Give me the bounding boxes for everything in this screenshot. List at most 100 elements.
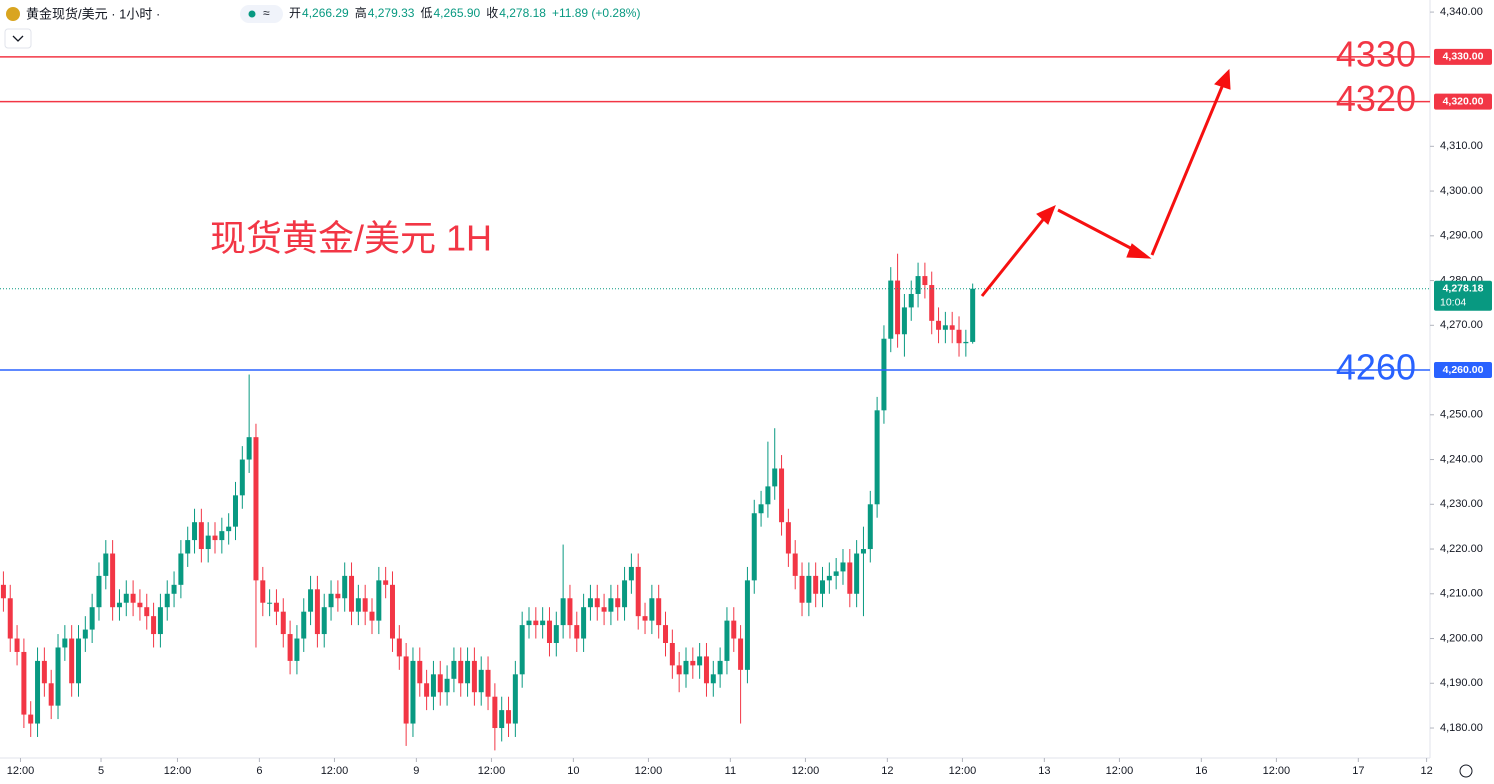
candle-body — [833, 571, 839, 576]
candle-body — [540, 620, 546, 626]
candle-body — [492, 696, 498, 729]
candle-body — [389, 584, 395, 639]
candle-body — [608, 598, 614, 612]
settings-icon[interactable] — [1459, 764, 1473, 778]
candle-body — [628, 566, 634, 581]
level-label: 4260 — [1336, 347, 1416, 388]
candle-body — [847, 562, 853, 594]
candle-body — [349, 575, 355, 612]
x-tick-label: 12:00 — [635, 765, 663, 777]
candle-body — [956, 329, 962, 344]
candle-body — [567, 598, 573, 626]
candle-body — [560, 598, 566, 626]
candle-body — [7, 598, 13, 639]
candle-body — [253, 437, 259, 581]
candle-body — [854, 553, 860, 594]
candle-body — [239, 459, 245, 496]
field-label: 收 — [486, 6, 498, 20]
x-tick-label: 17 — [1352, 765, 1364, 777]
candle-body — [28, 714, 34, 724]
field-label: 开 — [289, 6, 301, 20]
candle-body — [232, 495, 238, 527]
candle-body — [116, 602, 122, 608]
x-tick-label: 12:00 — [7, 765, 35, 777]
y-tick-label: 4,220.00 — [1440, 543, 1483, 555]
candle-body — [69, 638, 75, 684]
symbol-icon — [6, 7, 20, 21]
level-label: 4330 — [1336, 33, 1416, 74]
x-tick-label: 12:00 — [478, 765, 506, 777]
candle-body — [615, 598, 621, 608]
candle-body — [301, 611, 307, 639]
status-dot — [248, 10, 256, 18]
y-tick-label: 4,310.00 — [1440, 140, 1483, 152]
level-tag — [1434, 93, 1492, 110]
candle-body — [744, 580, 750, 670]
candle-body — [697, 656, 703, 666]
candle-body — [683, 660, 689, 675]
x-tick-label: 12:00 — [1263, 765, 1291, 777]
candle-body — [362, 598, 368, 612]
candle-body — [396, 638, 402, 657]
annotation: 现货黄金/美元 1H — [210, 218, 492, 259]
candle-body — [690, 660, 696, 666]
candle-body — [273, 602, 279, 612]
collapse-button[interactable] — [4, 28, 32, 49]
candle-body — [417, 660, 423, 684]
change: +11.89 (+0.28%) — [552, 6, 641, 20]
candle-body — [820, 580, 826, 594]
y-tick-label: 4,270.00 — [1440, 319, 1483, 331]
candle-body — [888, 280, 894, 339]
arrowhead — [1214, 68, 1231, 90]
candle-body — [308, 589, 314, 612]
x-tick-label: 6 — [256, 765, 262, 777]
candle-body — [799, 575, 805, 603]
x-tick-label: 12 — [1420, 765, 1432, 777]
candle-body — [806, 575, 812, 603]
candle-body — [294, 638, 300, 661]
x-tick-label: 12:00 — [164, 765, 192, 777]
field-value: 4,279.33 — [368, 6, 415, 20]
candle-body — [178, 553, 184, 585]
candle-body — [451, 660, 457, 679]
candle-body — [724, 620, 730, 661]
candle-body — [792, 553, 798, 576]
x-tick-label: 9 — [413, 765, 419, 777]
candle-body — [212, 535, 218, 541]
candle-body — [369, 611, 375, 621]
candle-body — [738, 638, 744, 670]
candle-body — [874, 410, 880, 505]
candle-body — [512, 674, 518, 724]
candle-body — [157, 607, 163, 635]
candle-body — [546, 620, 552, 644]
candle-body — [881, 338, 887, 411]
level-label: 4320 — [1336, 78, 1416, 119]
candle-body — [703, 656, 709, 684]
candle-body — [587, 598, 593, 608]
candle-body — [901, 307, 907, 335]
candle-body — [280, 611, 286, 635]
x-tick-label: 11 — [725, 765, 736, 777]
candle-body — [751, 513, 757, 581]
candle-body — [765, 486, 771, 505]
y-tick-label: 4,300.00 — [1440, 185, 1483, 197]
candle-body — [342, 575, 348, 599]
ohlc-fields: 开 4,266.29 高 4,279.33 低 4,265.90 收 4,278.18 +11.… — [289, 5, 640, 20]
candle-body — [506, 710, 512, 724]
candle-body — [915, 276, 921, 294]
last-price-tag — [1434, 280, 1492, 311]
candle-body — [376, 580, 382, 621]
level-tag — [1434, 362, 1492, 379]
level-tag-label: 4,330.00 — [1443, 51, 1484, 63]
candle-body — [601, 607, 607, 612]
candle-body — [594, 598, 600, 608]
candle-body — [246, 437, 252, 460]
level-tag — [1434, 48, 1492, 65]
candle-body — [35, 660, 41, 724]
field-value: 4,265.90 — [433, 6, 480, 20]
candle-body — [424, 683, 430, 697]
y-tick-label: 4,200.00 — [1440, 632, 1483, 644]
candle-body — [321, 607, 327, 635]
candle-body — [908, 293, 914, 308]
candle-body — [287, 634, 293, 661]
